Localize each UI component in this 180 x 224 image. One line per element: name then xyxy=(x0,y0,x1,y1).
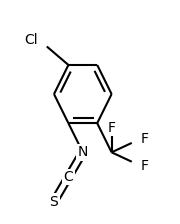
Text: F: F xyxy=(140,132,148,146)
Text: F: F xyxy=(140,159,148,173)
Text: N: N xyxy=(78,145,88,159)
Text: S: S xyxy=(50,195,58,209)
Text: C: C xyxy=(64,170,73,184)
Text: F: F xyxy=(108,121,116,135)
Text: Cl: Cl xyxy=(24,33,38,47)
